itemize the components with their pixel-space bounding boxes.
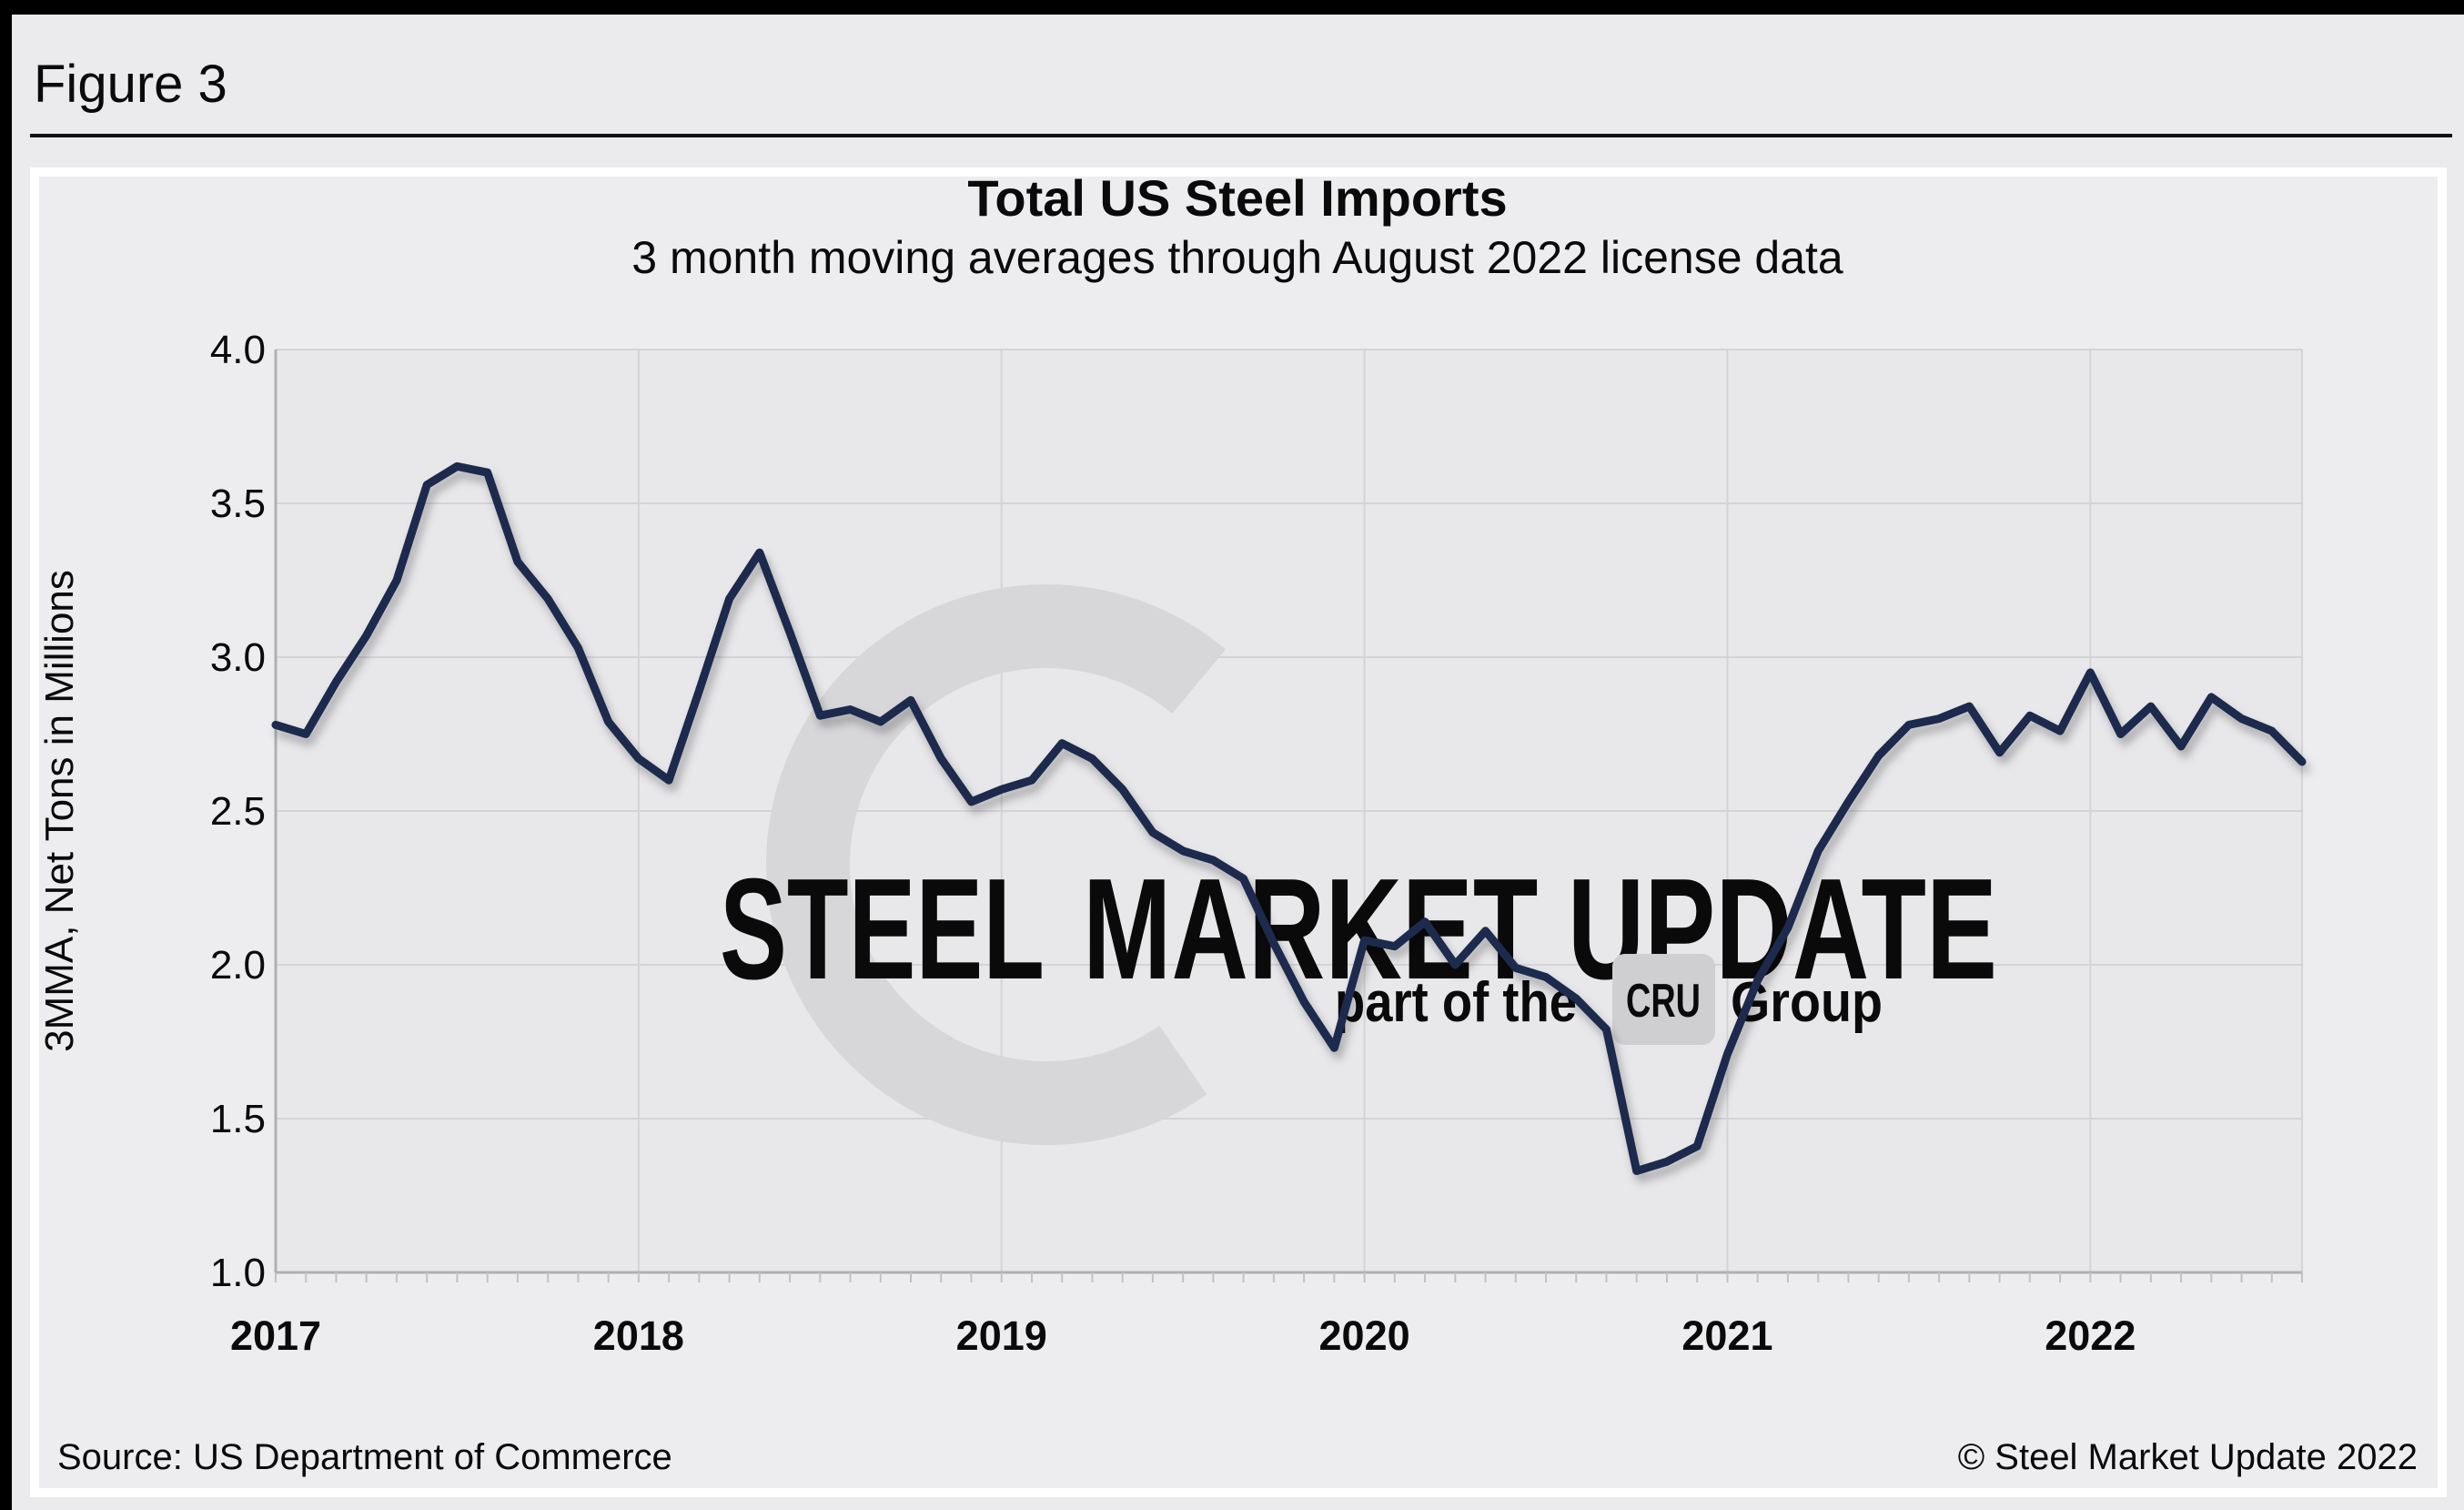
x-axis-month-ticks <box>275 1272 2303 1282</box>
y-tick-label: 2.0 <box>210 943 266 988</box>
y-tick-label: 4.0 <box>210 328 266 372</box>
x-tick-label: 2022 <box>2045 1312 2136 1359</box>
chart-subtitle: 3 month moving averages through August 2… <box>631 232 1843 283</box>
watermark-brand-bold-text: STEEL <box>720 849 1045 1009</box>
x-tick-label: 2021 <box>1681 1312 1772 1359</box>
series-group <box>271 461 2307 1175</box>
copyright-note: © Steel Market Update 2022 <box>1958 1437 2418 1477</box>
y-tick-label: 1.0 <box>210 1251 266 1295</box>
watermark-cru-text: CRU <box>1626 975 1701 1028</box>
x-tick-label: 2017 <box>230 1312 321 1359</box>
gridlines <box>276 350 2302 1272</box>
page-border-top <box>0 0 2464 15</box>
y-tick-label: 3.0 <box>210 635 266 680</box>
page-border-left <box>0 0 12 1510</box>
watermark: STEEL MARKET UPDATE part of the CRU Grou… <box>720 584 1997 1145</box>
x-axis-tick-labels: 2017 2018 2019 2020 2021 2022 <box>230 1312 2136 1359</box>
x-tick-label: 2019 <box>956 1312 1047 1359</box>
imports-3mma-line <box>271 461 2307 1175</box>
axes <box>274 349 2303 1274</box>
x-tick-label: 2018 <box>593 1312 684 1359</box>
chart-title: Total US Steel Imports <box>967 169 1507 227</box>
y-axis-title: 3MMA, Net Tons in Millions <box>37 570 82 1052</box>
watermark-tagline-prefix-text: part of the <box>1335 971 1577 1034</box>
y-tick-label: 3.5 <box>210 481 266 526</box>
watermark-cru-badge <box>1612 954 1715 1045</box>
watermark-swoosh-icon <box>766 584 1327 1145</box>
x-tick-label: 2020 <box>1319 1312 1410 1359</box>
figure-label: Figure 3 <box>34 55 227 114</box>
y-tick-label: 2.5 <box>210 789 266 834</box>
y-axis-tick-labels: 4.0 3.5 3.0 2.5 2.0 1.5 1.0 <box>210 328 266 1295</box>
y-tick-label: 1.5 <box>210 1097 266 1141</box>
source-note: Source: US Department of Commerce <box>57 1437 672 1477</box>
